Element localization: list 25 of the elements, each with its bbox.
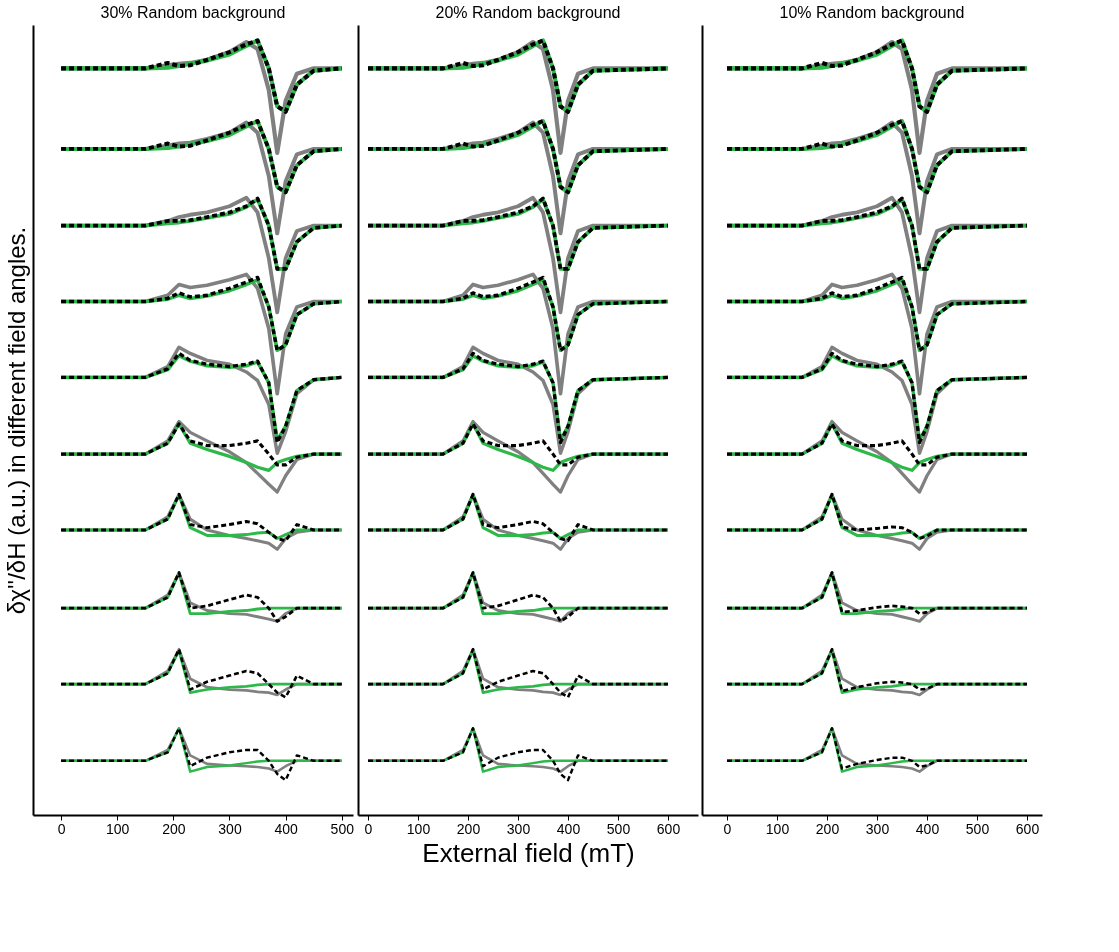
x-tick-label: 500: [606, 820, 631, 837]
x-tick-label: 300: [218, 820, 242, 837]
x-tick-label: 300: [865, 820, 890, 837]
x-tick-label: 600: [1015, 820, 1040, 837]
x-tick-label: 100: [765, 820, 790, 837]
y-axis-title: δχ''/δH (a.u.) in different field angles.: [2, 226, 30, 615]
x-axis-title: External field (mT): [422, 837, 635, 868]
x-tick-label: 500: [965, 820, 990, 837]
chart-title: 10% Random background: [779, 4, 965, 21]
x-tick-label: 200: [162, 820, 186, 837]
x-tick-label: 100: [406, 820, 431, 837]
chart-title: 20% Random background: [435, 4, 621, 21]
x-tick-label: 400: [556, 820, 581, 837]
x-tick-label: 100: [106, 820, 130, 837]
x-tick-label: 0: [723, 820, 732, 837]
x-tick-label: 300: [506, 820, 531, 837]
chart-title: 30% Random background: [100, 4, 286, 21]
x-tick-label: 500: [330, 820, 355, 837]
x-tick-label: 400: [274, 820, 299, 837]
x-tick-label: 600: [656, 820, 681, 837]
x-tick-label: 0: [57, 820, 66, 837]
x-tick-label: 400: [915, 820, 940, 837]
x-tick-label: 200: [815, 820, 840, 837]
x-tick-label: 0: [364, 820, 373, 837]
x-tick-label: 200: [456, 820, 481, 837]
